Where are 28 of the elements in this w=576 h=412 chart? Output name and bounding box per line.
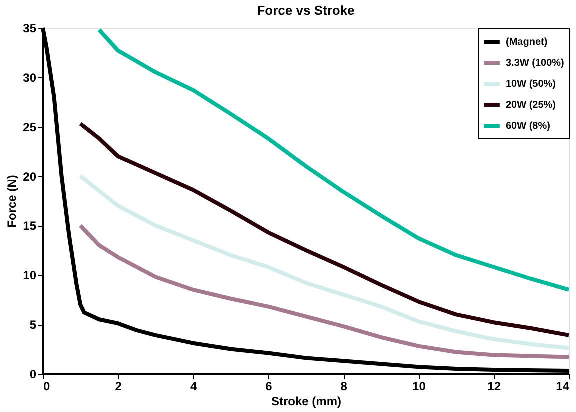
x-tick-label: 0 <box>44 380 50 394</box>
line-series <box>78 122 571 338</box>
y-tick-label: 10 <box>23 268 37 283</box>
x-tick-label: 12 <box>488 380 502 394</box>
y-tick-label: 5 <box>30 318 37 332</box>
line-series <box>78 224 571 360</box>
x-tick-label: 8 <box>340 380 348 394</box>
y-tick-label: 0 <box>30 368 37 382</box>
chart-title: Force vs Stroke <box>257 3 355 18</box>
x-tick-label: 14 <box>556 380 570 394</box>
y-tick-label: 30 <box>23 70 37 85</box>
legend-label: (Magnet) <box>506 37 548 48</box>
y-tick-label: 25 <box>23 120 37 134</box>
line-series <box>97 28 571 292</box>
x-tick-label: 2 <box>115 380 122 394</box>
legend-label: 20W (25%) <box>506 100 556 111</box>
y-tick-label: 15 <box>23 219 37 234</box>
x-tick-label: 4 <box>190 380 198 394</box>
legend-label: 60W (8%) <box>506 121 550 132</box>
x-tick-label: 6 <box>266 380 273 394</box>
x-tick-label: 10 <box>412 380 426 394</box>
y-tick-label: 35 <box>23 22 37 36</box>
y-tick-label: 20 <box>23 170 37 184</box>
x-axis-title: Stroke (mm) <box>271 394 342 408</box>
legend-label: 3.3W (100%) <box>506 58 564 69</box>
legend-label: 10W (50%) <box>506 79 556 90</box>
line-series <box>78 174 571 350</box>
y-axis-title: Force (N) <box>5 175 20 228</box>
